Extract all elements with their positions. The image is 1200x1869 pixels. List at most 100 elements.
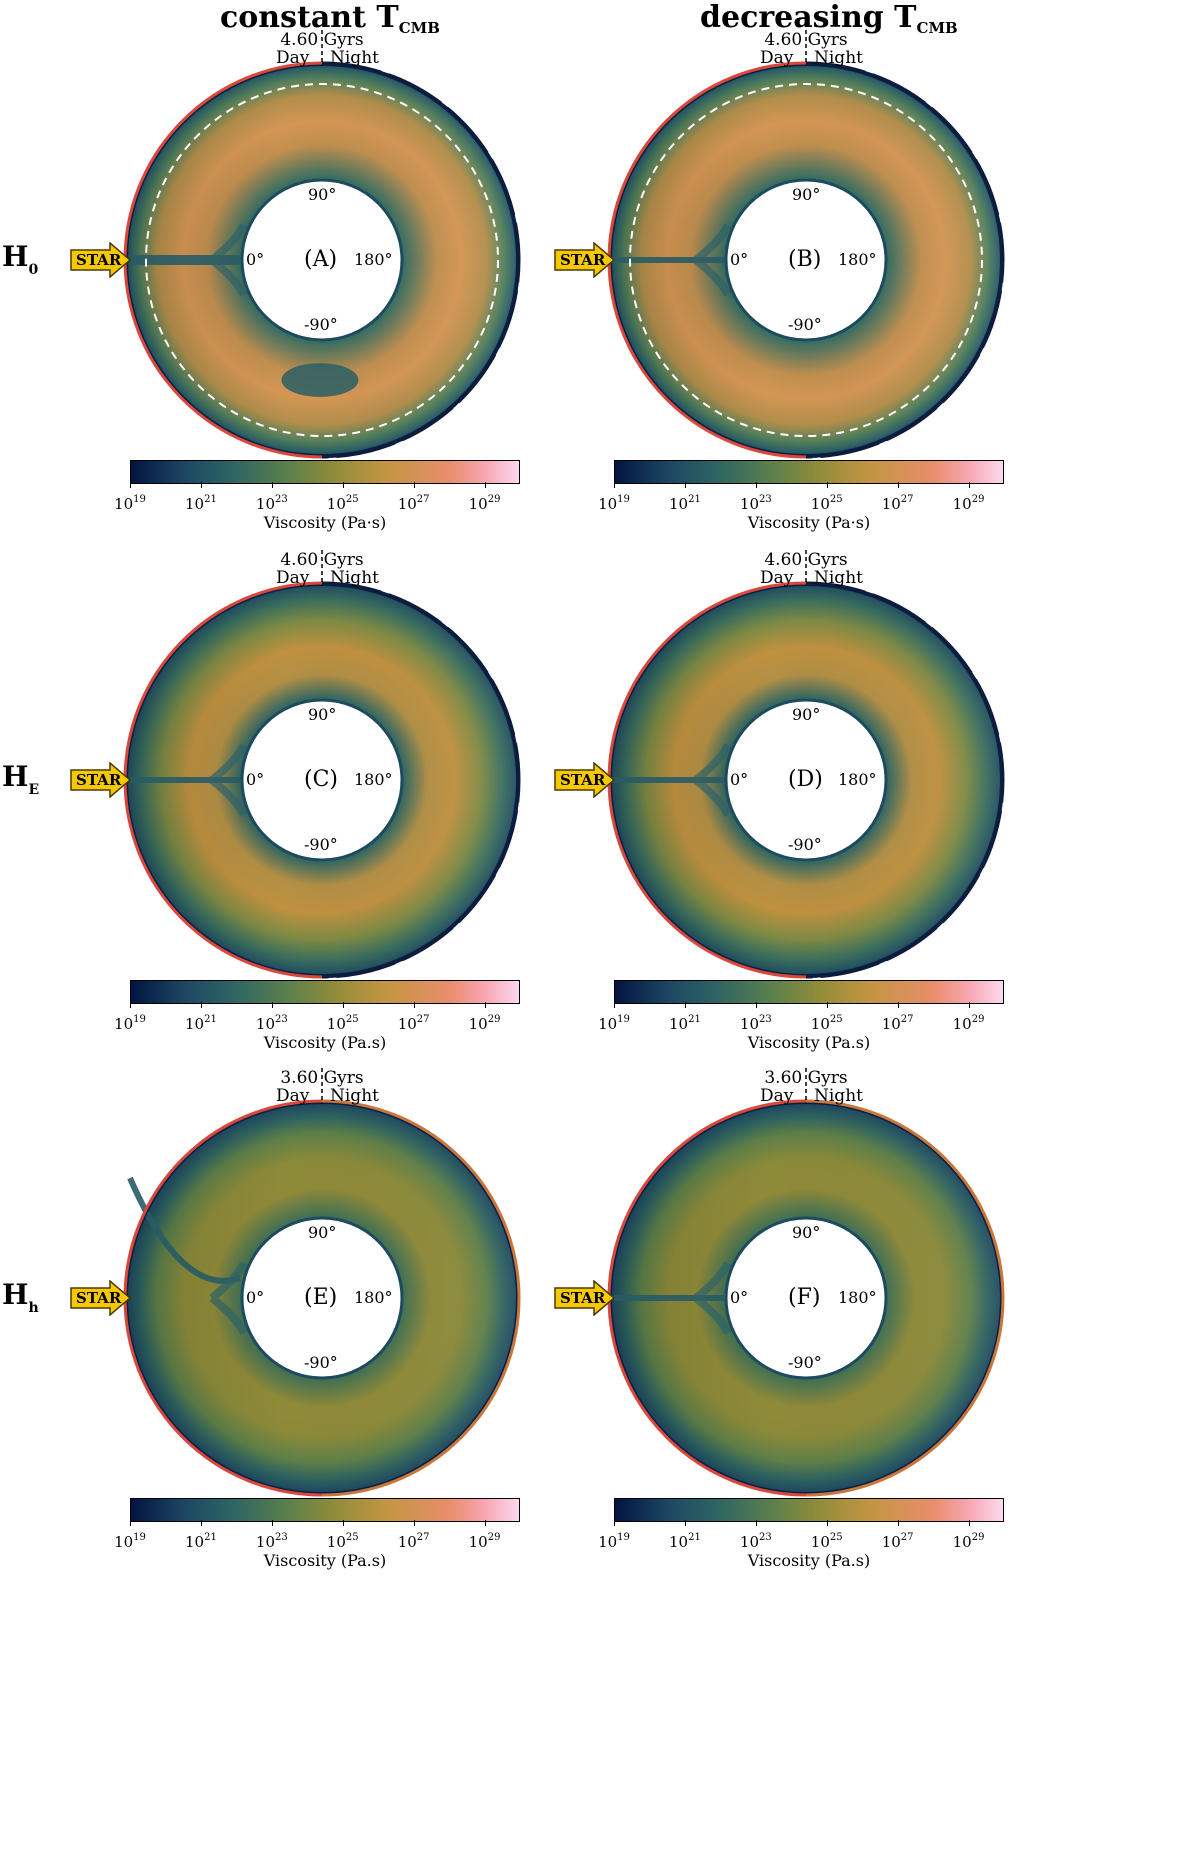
colorbar-tick-label: 1021: [669, 1012, 701, 1032]
nightside-rim: [805, 61, 1005, 459]
colorbar-title: Viscosity (Pa·s): [263, 513, 387, 532]
row-label-hh: Hh: [2, 1278, 39, 1316]
viscosity-colorbar: [130, 1498, 520, 1522]
time-label: 3.60 Gyrs: [764, 1068, 848, 1088]
tick-exponent: 23: [274, 494, 288, 505]
column-title-constant: constant TCMB: [220, 0, 440, 37]
tick-base: 10: [881, 1015, 901, 1033]
tick-exponent: 21: [204, 1532, 217, 1543]
colorbar-tick-label: 1027: [398, 492, 430, 512]
angle-neg90-label: -90°: [788, 835, 822, 854]
tick-exponent: 29: [487, 1014, 501, 1025]
colorbar-title: Viscosity (Pa.s): [747, 1033, 871, 1052]
viscosity-colorbar: [614, 980, 1004, 1004]
core: [724, 698, 888, 862]
panel-c: 4.60 Gyrs Day Night 90° 0° 180° -90° (C)…: [0, 550, 580, 1168]
colorbar-tick: [968, 1520, 970, 1526]
colorbar-tick-label: 1023: [256, 1530, 288, 1550]
dashed-boundary: [145, 83, 499, 437]
tick-base: 10: [184, 495, 205, 513]
colorbar-tick: [413, 1520, 415, 1526]
night-label: Night: [330, 1086, 379, 1106]
time-label: 4.60 Gyrs: [280, 30, 364, 50]
viscosity-colorbar: [614, 1498, 1004, 1522]
nightside-rim: [805, 581, 1005, 979]
time-label: 4.60 Gyrs: [764, 550, 848, 570]
tick-base: 10: [881, 495, 901, 513]
tick-base: 10: [739, 1533, 759, 1551]
panel-letter: (E): [304, 1285, 338, 1310]
colorbar-tick-label: 1027: [882, 492, 914, 512]
tick-base: 10: [668, 495, 689, 513]
night-label: Night: [814, 568, 863, 588]
tick-base: 10: [668, 1015, 689, 1033]
panel-letter: (F): [788, 1285, 821, 1310]
core: [240, 178, 404, 342]
tick-base: 10: [397, 1533, 417, 1551]
star-label: STAR: [560, 771, 606, 789]
night-label: Night: [814, 1086, 863, 1106]
tick-base: 10: [114, 495, 134, 513]
colorbar-tick: [130, 1520, 131, 1526]
viscosity-annulus: [123, 30, 521, 459]
tick-exponent: 19: [133, 494, 146, 505]
star-label: STAR: [560, 1289, 606, 1307]
star-arrow-icon: [70, 762, 132, 798]
star-arrow-icon: [554, 762, 616, 798]
panel-letter: (D): [788, 767, 823, 792]
tick-exponent: 23: [274, 1532, 288, 1543]
angle-0-label: 0°: [246, 770, 265, 789]
time-label: 3.60 Gyrs: [280, 1068, 364, 1088]
colorbar-tick: [200, 1520, 202, 1526]
colorbar-tick-label: 1019: [114, 1012, 146, 1032]
colorbar-tick-label: 1021: [185, 492, 217, 512]
tick-base: 10: [468, 1533, 488, 1551]
colorbar-tick: [614, 1002, 615, 1008]
row-label-h0: H0: [2, 240, 38, 278]
tick-base: 10: [255, 495, 275, 513]
tick-exponent: 23: [758, 1014, 772, 1025]
tick-exponent: 19: [617, 494, 630, 505]
colorbar-tick: [484, 482, 486, 488]
tick-base: 10: [114, 1533, 134, 1551]
tick-exponent: 27: [900, 1532, 914, 1543]
colorbar-tick: [897, 482, 899, 488]
tick-exponent: 29: [487, 1532, 501, 1543]
colorbar-title: Viscosity (Pa.s): [747, 1551, 871, 1570]
angle-90-label: 90°: [308, 705, 337, 724]
angle-0-label: 0°: [730, 250, 749, 269]
tick-exponent: 23: [274, 1014, 288, 1025]
angle-neg90-label: -90°: [304, 835, 338, 854]
tick-base: 10: [952, 1015, 972, 1033]
tick-base: 10: [468, 1015, 488, 1033]
tick-base: 10: [468, 495, 488, 513]
tick-exponent: 19: [133, 1532, 146, 1543]
angle-0-label: 0°: [730, 1288, 749, 1307]
cold-downwelling-fan: [209, 743, 248, 817]
nightside-rim: [321, 61, 521, 459]
colorbar-tick: [200, 482, 202, 488]
panel-e: 3.60 Gyrs Day Night 90° 0° 180° -90° (E)…: [0, 1068, 580, 1686]
colorbar-tick-label: 1023: [740, 1530, 772, 1550]
colorbar-tick: [826, 482, 828, 488]
colorbar-tick: [684, 482, 686, 488]
tick-exponent: 25: [829, 1014, 843, 1025]
viscosity-colorbar: [130, 460, 520, 484]
angle-90-label: 90°: [308, 185, 337, 204]
colorbar-tick: [413, 1002, 415, 1008]
colorbar-tick: [684, 1002, 686, 1008]
colorbar-tick: [342, 1520, 344, 1526]
tick-exponent: 21: [688, 1532, 701, 1543]
tick-base: 10: [397, 1015, 417, 1033]
colorbar-tick-label: 1029: [953, 492, 985, 512]
panel-letter: (A): [304, 247, 338, 272]
night-label: Night: [330, 568, 379, 588]
colorbar-tick-label: 1023: [740, 492, 772, 512]
colorbar-tick-label: 1023: [256, 1012, 288, 1032]
star-arrow-icon: [554, 1280, 616, 1316]
tick-exponent: 19: [133, 1014, 146, 1025]
nightside-rim: [805, 1099, 1005, 1497]
colorbar-tick: [826, 1520, 828, 1526]
colorbar-tick: [755, 1002, 757, 1008]
colorbar-tick-label: 1029: [469, 1530, 501, 1550]
